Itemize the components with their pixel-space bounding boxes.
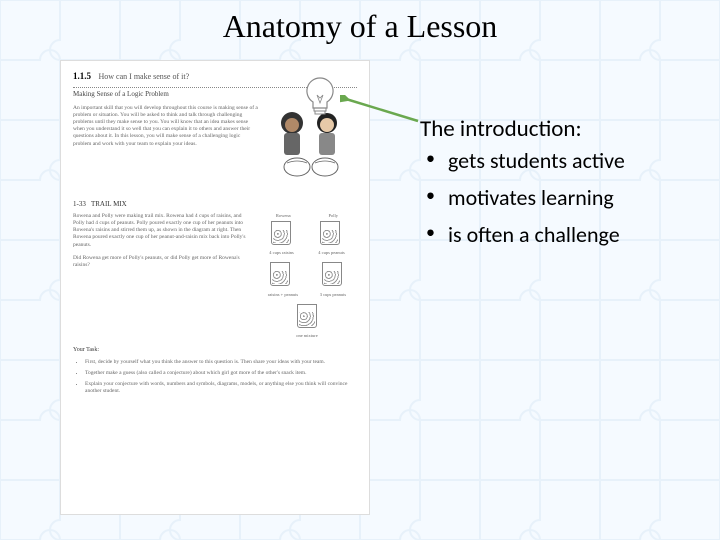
problem-text: Rowena and Polly were making trail mix. … — [73, 213, 249, 339]
callout-bullet: motivates learning — [426, 184, 700, 211]
slide-content: Anatomy of a Lesson 1.1.5 How can I make… — [0, 0, 720, 540]
lightbulb-icon — [300, 75, 340, 120]
task-bullet-list: First, decide by yourself what you think… — [85, 359, 357, 396]
task-bullet: First, decide by yourself what you think… — [85, 359, 357, 366]
task-label: Your Task: — [73, 347, 357, 355]
jars-diagram: Rowena Polly 4 cups raisins 4 cups peanu… — [257, 213, 357, 339]
slide-title: Anatomy of a Lesson — [0, 0, 720, 45]
section-question: How can I make sense of it? — [99, 72, 190, 81]
section-number: 1.1.5 — [73, 71, 91, 81]
callout-text-block: The introduction: gets students active m… — [420, 115, 700, 258]
callout-bullet-list: gets students active motivates learning … — [426, 147, 700, 248]
callout-bullet: is often a challenge — [426, 221, 700, 248]
task-bullet: Explain your conjecture with words, numb… — [85, 381, 357, 395]
callout-arrow — [340, 95, 420, 125]
callout-bullet: gets students active — [426, 147, 700, 174]
task-bullet: Together make a guess (also called a con… — [85, 370, 357, 377]
intro-paragraph: An important skill that you will develop… — [73, 105, 259, 190]
problem-number: 1-33 TRAIL MIX — [73, 200, 357, 209]
callout-heading: The introduction: — [420, 115, 700, 143]
textbook-page-thumbnail: 1.1.5 How can I make sense of it? Making… — [60, 60, 370, 515]
